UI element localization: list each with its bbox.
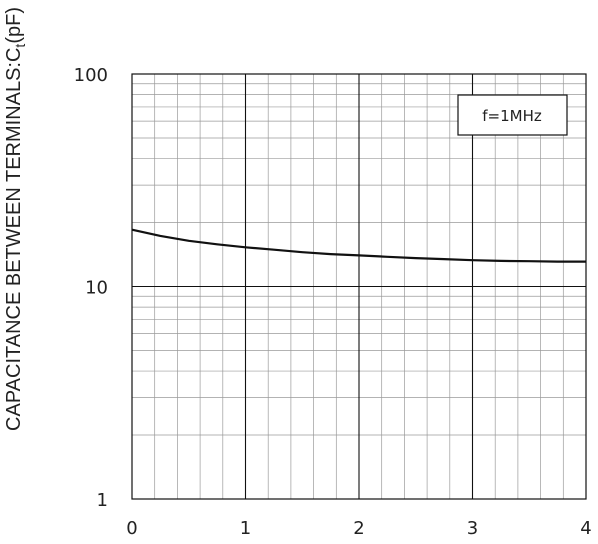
legend-frame (457, 94, 568, 136)
legend-annotation: f=1MHz (482, 107, 542, 125)
y-axis-label-main: CAPACITANCE BETWEEN TERMINALS:C (3, 48, 25, 431)
x-tick-label: 3 (467, 518, 478, 539)
y-axis-label: CAPACITANCE BETWEEN TERMINALS:Ct(pF) (3, 7, 28, 431)
y-tick-label: 1 (97, 490, 108, 511)
y-tick-label: 100 (74, 65, 108, 86)
x-tick-labels: 0 1 2 3 4 (126, 518, 591, 539)
x-tick-label: 4 (580, 518, 591, 539)
plot-frame (131, 73, 587, 500)
x-tick-label: 1 (240, 518, 251, 539)
series-line-group (131, 228, 586, 263)
legend-box: f=1MHz (457, 94, 568, 136)
y-axis-label-unit: (pF) (3, 7, 25, 44)
x-tick-label: 2 (353, 518, 364, 539)
y-tick-label: 10 (85, 278, 108, 299)
series-line (131, 228, 586, 263)
major-grid (132, 74, 586, 499)
x-tick-label: 0 (126, 518, 137, 539)
y-axis-label-subscript: t (12, 44, 28, 48)
y-tick-labels: 1 10 100 (74, 65, 108, 511)
